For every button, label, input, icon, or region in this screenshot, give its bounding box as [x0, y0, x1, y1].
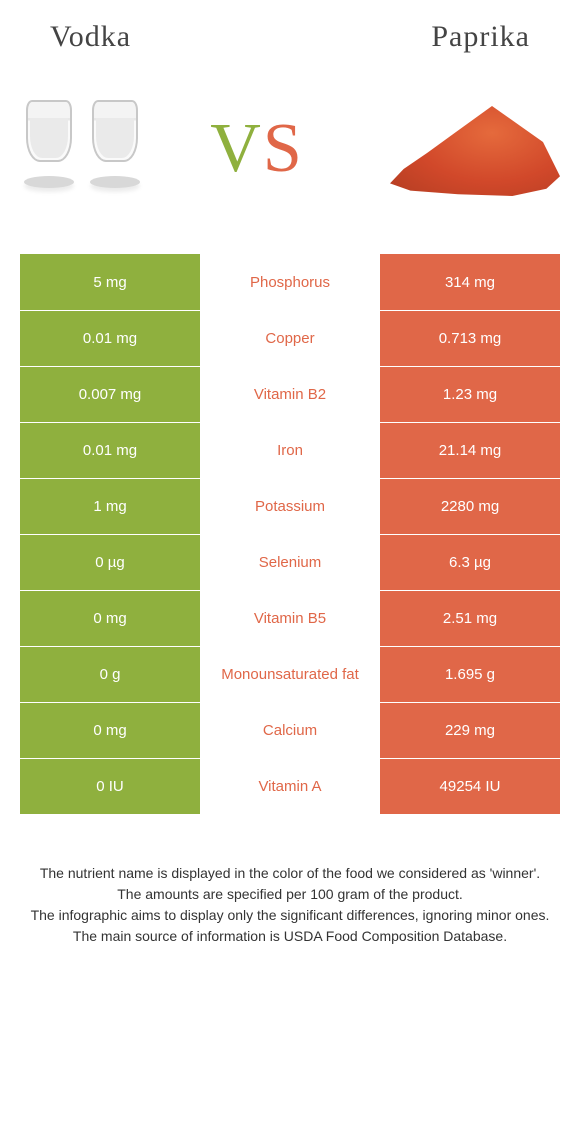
footnote-line: The nutrient name is displayed in the co… [30, 864, 550, 883]
nutrient-name-cell: Copper [200, 311, 380, 366]
vodka-value-cell: 0 mg [20, 591, 200, 646]
nutrient-name-cell: Phosphorus [200, 254, 380, 310]
paprika-value-cell: 1.23 mg [380, 367, 560, 422]
vodka-value-cell: 5 mg [20, 254, 200, 310]
vodka-value-cell: 1 mg [20, 479, 200, 534]
vs-v-letter: V [210, 110, 263, 187]
footnote-line: The amounts are specified per 100 gram o… [30, 885, 550, 904]
table-row: 0 gMonounsaturated fat1.695 g [20, 646, 560, 702]
hero-illustration: VS [0, 64, 580, 234]
footnote-line: The infographic aims to display only the… [30, 906, 550, 925]
title-row: Vodka Paprika [0, 0, 580, 64]
vodka-value-cell: 0.01 mg [20, 423, 200, 478]
vs-s-letter: S [263, 110, 304, 187]
paprika-value-cell: 2.51 mg [380, 591, 560, 646]
table-row: 0 mgCalcium229 mg [20, 702, 560, 758]
vodka-value-cell: 0 µg [20, 535, 200, 590]
food-right-title: Paprika [431, 20, 530, 54]
table-row: 5 mgPhosphorus314 mg [20, 254, 560, 310]
comparison-table: 5 mgPhosphorus314 mg0.01 mgCopper0.713 m… [20, 254, 560, 814]
vodka-glasses-icon [20, 100, 144, 198]
vodka-value-cell: 0 IU [20, 759, 200, 814]
nutrient-name-cell: Monounsaturated fat [200, 647, 380, 702]
table-row: 0.01 mgIron21.14 mg [20, 422, 560, 478]
paprika-pile-icon [370, 94, 560, 204]
paprika-value-cell: 21.14 mg [380, 423, 560, 478]
vodka-value-cell: 0 g [20, 647, 200, 702]
footnote-line: The main source of information is USDA F… [30, 927, 550, 946]
vodka-value-cell: 0.007 mg [20, 367, 200, 422]
table-row: 0 mgVitamin B52.51 mg [20, 590, 560, 646]
nutrient-name-cell: Potassium [200, 479, 380, 534]
paprika-value-cell: 6.3 µg [380, 535, 560, 590]
footnotes: The nutrient name is displayed in the co… [30, 864, 550, 946]
nutrient-name-cell: Calcium [200, 703, 380, 758]
nutrient-name-cell: Vitamin A [200, 759, 380, 814]
vs-label: VS [210, 109, 304, 189]
nutrient-name-cell: Vitamin B2 [200, 367, 380, 422]
vodka-value-cell: 0 mg [20, 703, 200, 758]
table-row: 0 IUVitamin A49254 IU [20, 758, 560, 814]
table-row: 0.01 mgCopper0.713 mg [20, 310, 560, 366]
nutrient-name-cell: Iron [200, 423, 380, 478]
table-row: 0 µgSelenium6.3 µg [20, 534, 560, 590]
paprika-value-cell: 0.713 mg [380, 311, 560, 366]
table-row: 0.007 mgVitamin B21.23 mg [20, 366, 560, 422]
nutrient-name-cell: Vitamin B5 [200, 591, 380, 646]
nutrient-name-cell: Selenium [200, 535, 380, 590]
paprika-value-cell: 1.695 g [380, 647, 560, 702]
paprika-value-cell: 49254 IU [380, 759, 560, 814]
paprika-value-cell: 314 mg [380, 254, 560, 310]
paprika-value-cell: 229 mg [380, 703, 560, 758]
paprika-value-cell: 2280 mg [380, 479, 560, 534]
food-left-title: Vodka [50, 20, 131, 54]
table-row: 1 mgPotassium2280 mg [20, 478, 560, 534]
vodka-value-cell: 0.01 mg [20, 311, 200, 366]
